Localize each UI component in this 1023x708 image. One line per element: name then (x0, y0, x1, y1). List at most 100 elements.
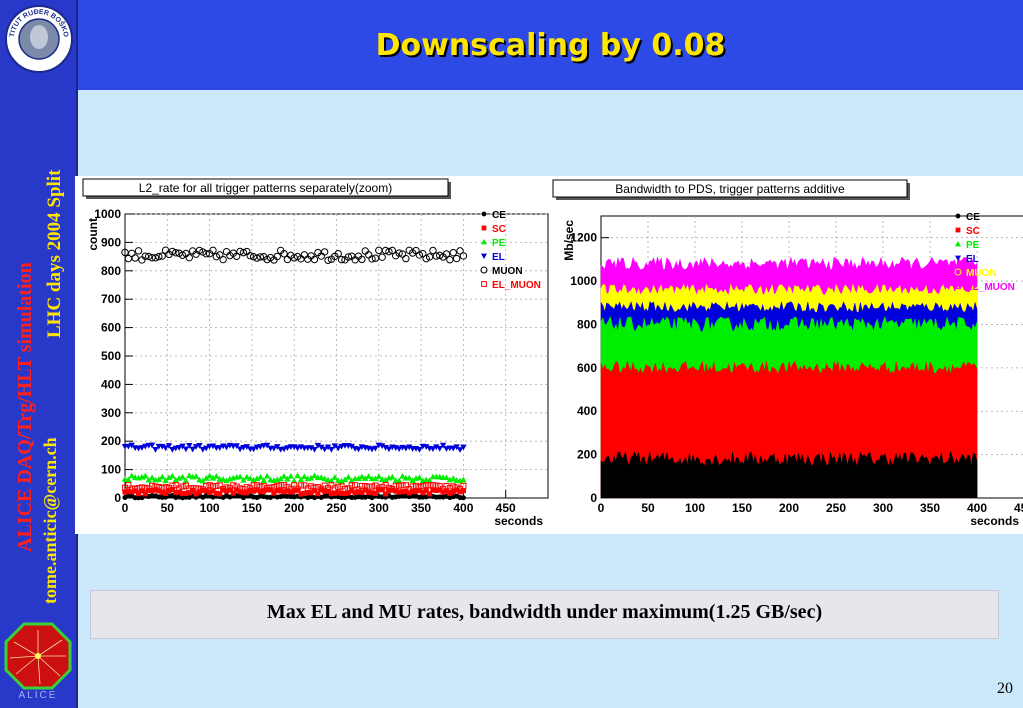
data-point (308, 483, 315, 490)
data-point (426, 482, 433, 489)
data-point (203, 488, 209, 494)
legend-label: SC (492, 224, 506, 235)
data-point (199, 477, 207, 484)
data-point (311, 446, 318, 453)
data-point (203, 445, 210, 452)
data-point (247, 487, 253, 493)
data-point (422, 254, 430, 263)
data-point (305, 489, 311, 496)
y-tick-label: 1200 (570, 231, 597, 245)
data-point (128, 472, 135, 479)
data-point (254, 487, 260, 493)
y-tick-label: 800 (101, 264, 121, 278)
x-tick-label: 450 (496, 501, 516, 515)
data-point (239, 248, 248, 257)
data-point (172, 476, 179, 483)
data-point (358, 255, 366, 264)
data-point (169, 472, 176, 479)
data-point (315, 491, 321, 497)
data-point (213, 490, 219, 496)
data-point (192, 473, 200, 479)
data-point (169, 447, 176, 453)
data-point (437, 487, 443, 493)
data-point (288, 489, 294, 495)
data-point (203, 474, 210, 481)
x-tick-label: 400 (453, 501, 473, 515)
data-point (240, 476, 247, 483)
x-tick-label: 150 (242, 501, 262, 515)
data-point (256, 253, 265, 261)
data-point (159, 489, 165, 496)
x-tick-label: 200 (284, 501, 304, 515)
chart-title-box (552, 179, 908, 198)
data-point (297, 476, 305, 483)
data-point (219, 476, 227, 482)
data-point (232, 252, 241, 260)
data-point (308, 490, 314, 496)
x-tick-label: 100 (685, 501, 705, 515)
data-point (172, 482, 179, 489)
data-point (186, 485, 193, 492)
data-point (271, 490, 277, 496)
data-point (220, 486, 227, 493)
data-point (311, 484, 318, 491)
data-point (419, 249, 427, 258)
data-point (406, 444, 413, 451)
y-tick-label: 300 (101, 406, 121, 420)
x-tick-label: 450 (1014, 501, 1023, 515)
data-point (192, 444, 200, 450)
data-point (162, 484, 169, 491)
data-point (125, 482, 132, 489)
data-point (165, 443, 173, 449)
data-point (163, 490, 169, 496)
data-point (246, 252, 254, 260)
x-tick-label: 350 (920, 501, 940, 515)
data-point (335, 483, 342, 490)
data-point (355, 486, 362, 493)
data-point (416, 484, 423, 491)
data-point (396, 489, 402, 495)
legend-label: MUON (492, 266, 523, 277)
y-tick-label: 700 (101, 292, 121, 306)
data-point (148, 442, 156, 449)
data-point (264, 487, 270, 493)
data-point (270, 483, 277, 491)
data-point (352, 490, 358, 496)
data-point (334, 445, 342, 452)
data-point (392, 483, 399, 490)
data-point (251, 488, 257, 494)
data-point (234, 487, 240, 493)
data-point (429, 246, 437, 255)
data-point (152, 483, 159, 490)
data-point (152, 446, 159, 453)
data-point (339, 490, 345, 496)
data-point (396, 482, 403, 489)
data-point (443, 488, 450, 494)
data-point (328, 491, 334, 497)
data-point (362, 475, 369, 481)
legend-label: EL_MUON (966, 282, 1015, 293)
data-point (175, 444, 183, 451)
data-point (287, 485, 294, 492)
y-tick-label: 200 (577, 448, 597, 462)
data-point (128, 442, 135, 449)
y-axis-label: count (86, 218, 100, 251)
data-point (456, 447, 464, 453)
data-point (196, 442, 203, 449)
data-point (440, 489, 446, 495)
data-point (433, 444, 440, 451)
data-point (270, 445, 278, 452)
y-tick-label: 900 (101, 235, 121, 249)
data-point (129, 489, 135, 495)
data-point (144, 252, 153, 261)
chart-title-box (82, 178, 449, 197)
data-point (162, 477, 169, 484)
data-point (291, 482, 298, 489)
data-point (151, 254, 160, 262)
data-point (399, 482, 406, 489)
chart-title: Bandwidth to PDS, trigger patterns addit… (615, 182, 845, 196)
data-point (324, 444, 332, 451)
data-point (385, 484, 393, 491)
data-point (206, 482, 213, 489)
data-point (240, 485, 247, 493)
